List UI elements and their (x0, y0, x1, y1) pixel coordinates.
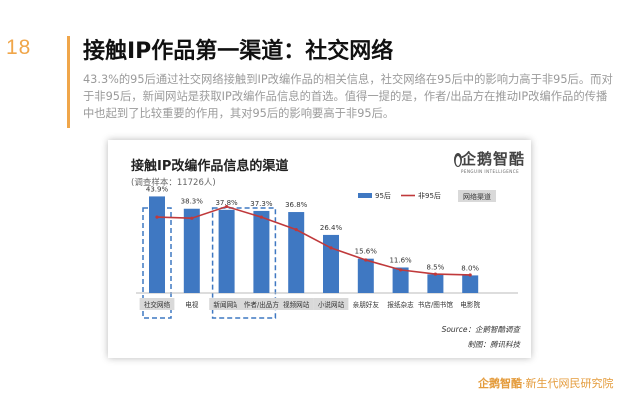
bar-value-label-8: 8.5% (427, 263, 445, 271)
page-number: 18 (6, 36, 32, 59)
slide-description: 43.3%的95后通过社交网络接触到IP改编作品的相关信息，社交网络在95后中的… (83, 73, 613, 120)
bar-value-label-5: 26.4% (320, 224, 343, 232)
bar-7 (392, 267, 409, 293)
category-label-6: 亲朋好友 (353, 300, 380, 309)
line-point-2 (225, 204, 229, 209)
line-point-6 (364, 258, 368, 262)
bar-5 (323, 234, 339, 293)
accent-bar (67, 36, 70, 128)
footer-brand: 企鹅智酷·新生代网民研究院 (478, 375, 614, 391)
chart-subtitle: (调查样本：11726人) (131, 178, 216, 188)
line-series-non95 (156, 205, 471, 276)
category-tag-2 (209, 298, 244, 310)
line-point-4 (294, 228, 298, 232)
logo-text: 企鹅智酷 (461, 150, 526, 168)
category-label-8: 书店/图书馆 (418, 300, 454, 309)
bar-6 (357, 258, 374, 293)
bar-8 (427, 274, 444, 293)
legend-label-line: 非95后 (418, 191, 441, 200)
producer-text: 制图：腾讯科技 (468, 340, 522, 349)
logo-subtext: PENGUIN INTELLIGENCE (461, 169, 520, 174)
line-point-9 (468, 273, 472, 277)
footer-text: ·新生代网民研究院 (522, 377, 614, 390)
bar-value-label-3: 37.3% (250, 200, 273, 208)
highlight-box-0 (142, 207, 172, 319)
line-point-3 (259, 215, 263, 219)
channel-chart: 43.9% 社交网络 38.3% 电视 37.8% 新闻网站 37.3% 作者/出品方 36.8… (136, 185, 522, 349)
highlight-box-1 (211, 207, 277, 319)
bar-value-label-6: 15.6% (355, 248, 378, 256)
bar-value-label-9: 8.0% (461, 264, 479, 272)
category-label-3: 作者/出品方 (244, 300, 280, 309)
category-label-9: 电影院 (460, 300, 480, 309)
bar-1 (183, 208, 200, 293)
bar-value-label-2: 37.8% (215, 199, 238, 207)
category-label-1: 电视 (185, 300, 199, 309)
category-tag-4 (278, 298, 314, 310)
penguin-logo: 企鹅智酷 PENGUIN INTELLIGENCE (453, 148, 524, 180)
bar-3 (253, 210, 270, 293)
bar-value-label-7: 11.6% (389, 256, 412, 264)
line-point-8 (433, 272, 437, 276)
category-label-5: 小说网站 (318, 300, 345, 309)
category-label-0: 社交网络 (144, 300, 171, 309)
legend-label-bar: 95后 (375, 191, 391, 200)
category-label-2: 新闻网站 (213, 300, 240, 309)
line-point-5 (329, 246, 333, 250)
category-tag-5 (313, 298, 349, 310)
source-text: Source：企鹅智酷调查 (442, 325, 522, 334)
legend-tag-label: 网络渠道 (463, 192, 491, 201)
category-label-7: 报纸杂志 (387, 300, 414, 309)
chart-title: 接触IP改编作品信息的渠道 (131, 159, 289, 174)
category-tag-0 (139, 298, 175, 310)
line-point-7 (399, 268, 403, 272)
bar-value-label-4: 36.8% (285, 201, 308, 209)
footer-brand-name: 企鹅智酷 (478, 377, 522, 390)
line-point-0 (155, 215, 159, 219)
bar-value-label-0: 43.9% (146, 185, 169, 193)
slide-title: 接触IP作品第一渠道：社交网络 (83, 39, 394, 64)
bar-0 (149, 196, 165, 293)
penguin-icon (454, 153, 462, 167)
category-tag-3 (236, 298, 286, 310)
legend-swatch-bar (358, 193, 372, 198)
legend-tag-bg (458, 190, 496, 202)
chart-card: 接触IP改编作品信息的渠道 (调查样本：11726人) 企鹅智酷 PENGUIN… (108, 140, 531, 358)
bar-4 (288, 212, 305, 293)
bar-value-label-1: 38.3% (181, 198, 204, 206)
line-point-1 (190, 216, 194, 220)
bar-2 (218, 209, 235, 293)
category-label-4: 视频网站 (283, 300, 310, 309)
bar-9 (462, 275, 479, 293)
